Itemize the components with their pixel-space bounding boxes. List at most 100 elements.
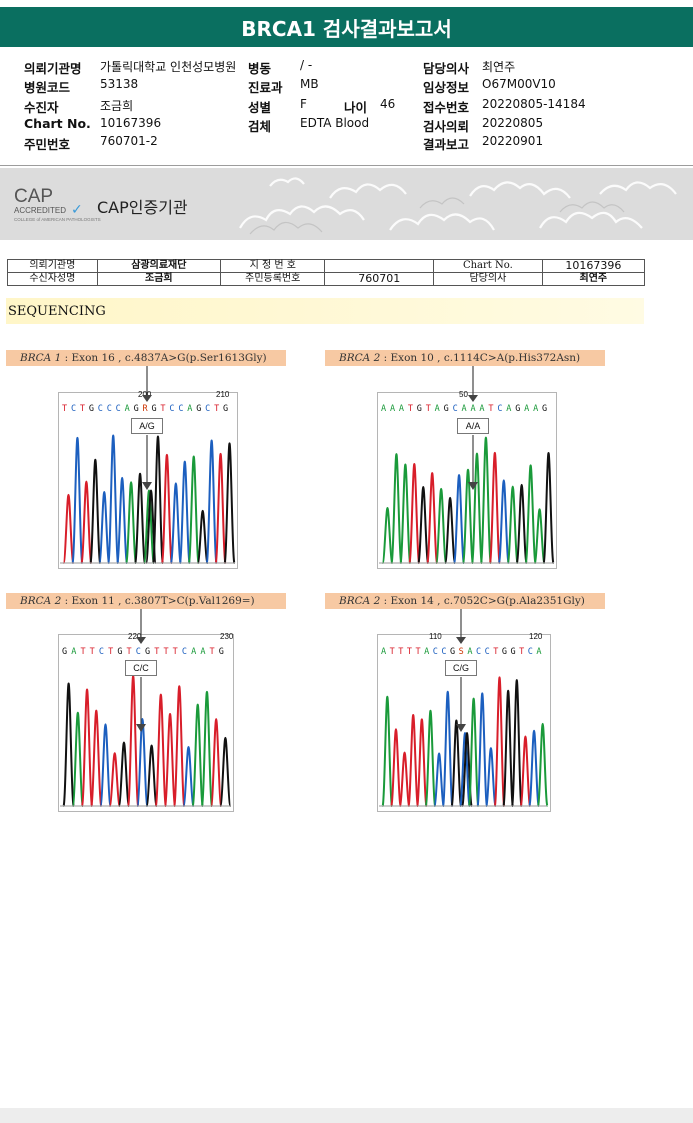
report-date-label: 결과보고	[423, 137, 470, 152]
patient-label: 수진자	[24, 100, 59, 115]
variant-description: : Exon 11 , c.3807T>C(p.Val1269=)	[61, 595, 255, 607]
institution-value: 가톨릭대학교 인천성모병원	[100, 60, 237, 74]
variant-description: : Exon 14 , c.7052C>G(p.Ala2351Gly)	[380, 595, 585, 607]
position-number: 230	[220, 632, 234, 641]
base-letter: G	[151, 404, 157, 414]
base-letter: A	[398, 404, 405, 414]
base-letter: A	[524, 404, 530, 414]
base-letter: C	[497, 404, 503, 414]
variant-label: BRCA 2 : Exon 10 , c.1114C>A(p.His372Asn…	[325, 350, 605, 366]
trace-peak	[143, 489, 155, 564]
trace-peak	[493, 676, 506, 807]
trace-peak	[136, 718, 149, 807]
trace-peak	[214, 452, 227, 564]
trace-peak	[453, 474, 465, 564]
trace-peak	[71, 711, 84, 807]
base-letter: G	[501, 647, 507, 657]
trace-peak	[116, 476, 129, 564]
base-letter: A	[533, 404, 539, 414]
position-number: 120	[529, 632, 543, 641]
base-letter: G	[542, 404, 548, 414]
trace-peak	[205, 439, 218, 564]
trace-peak	[80, 688, 94, 807]
base-letter: A	[461, 404, 467, 414]
base-letter: G	[62, 647, 68, 657]
base-letter: T	[62, 404, 68, 414]
base-letter: G	[133, 404, 139, 414]
trace-peak	[408, 463, 421, 564]
base-letter: T	[154, 647, 160, 657]
trace-peak	[381, 695, 394, 807]
base-letter: T	[406, 647, 413, 657]
base-letter: C	[452, 404, 458, 414]
base-letter: R	[142, 404, 148, 414]
base-letter: C	[115, 404, 121, 414]
trace-peak	[182, 745, 195, 807]
trace-peak	[506, 485, 519, 564]
base-letter: T	[398, 647, 404, 657]
specimen-value: EDTA Blood	[300, 116, 370, 130]
base-letter: C	[98, 647, 104, 657]
base-letter: C	[432, 647, 438, 657]
gene-name: BRCA 2	[339, 595, 381, 607]
variant-label: BRCA 2 : Exon 14 , c.7052C>G(p.Ala2351Gl…	[325, 593, 605, 609]
base-letter: A	[381, 404, 387, 414]
sex-value: F	[300, 97, 307, 111]
base-letter: G	[196, 404, 202, 414]
trace-peak	[441, 690, 454, 807]
trace-peak	[433, 752, 445, 807]
base-letter: G	[218, 647, 224, 657]
base-letter: T	[209, 647, 215, 657]
specimen-label: 검체	[248, 119, 272, 134]
trace-peak	[462, 468, 474, 564]
base-letter: G	[443, 404, 449, 414]
trace-peak	[381, 507, 394, 564]
trace-peak	[467, 697, 480, 807]
designated-value	[324, 259, 435, 273]
trace-peak	[169, 482, 182, 564]
ward-label: 병동	[248, 61, 272, 76]
institution-label: 의뢰기관명	[24, 61, 82, 76]
base-letter: A	[124, 404, 130, 414]
base-letter: G	[515, 404, 521, 414]
base-letter: C	[135, 647, 141, 657]
trace-peak	[210, 718, 223, 807]
trace-peak	[173, 685, 186, 807]
cap-college-text: COLLEGE of AMERICAN PATHOLOGISTS	[14, 217, 101, 222]
base-letter: G	[450, 647, 456, 657]
trace-peak	[515, 483, 528, 564]
base-letter: A	[71, 647, 77, 657]
base-letter: A	[467, 647, 473, 657]
trace-peak	[71, 436, 84, 564]
trace-peak	[542, 451, 555, 564]
trace-peak	[536, 722, 549, 807]
base-letter: T	[89, 647, 95, 657]
trace-peak	[89, 458, 102, 564]
base-letter: G	[223, 404, 229, 414]
clinical-value: O67M00V10	[482, 77, 556, 91]
receipt-label: 접수번호	[423, 100, 470, 115]
trace-peak	[160, 453, 173, 564]
trace-peak	[134, 472, 146, 564]
trace-peak	[90, 709, 103, 807]
variant-description: : Exon 16 , c.4837A>G(p.Ser1613Gly)	[61, 352, 267, 364]
trace-peak	[524, 464, 537, 564]
base-letter: T	[108, 647, 114, 657]
chart-no-value: 10167396	[100, 116, 162, 130]
rrn-value: 760701	[324, 272, 435, 286]
trace-peak	[502, 689, 514, 807]
cap-logo-mark: CAP	[14, 186, 54, 207]
trace-peak	[62, 493, 75, 564]
report-title: BRCA1 검사결과보고서	[0, 7, 693, 47]
chart-no-label: Chart No.	[24, 116, 91, 131]
ward-value: / -	[300, 58, 313, 72]
base-letter: A	[389, 404, 396, 414]
designated-label: 지 정 번 호	[220, 259, 326, 273]
genotype-box: A/A	[457, 418, 489, 434]
hospital-code-value: 53138	[100, 77, 139, 91]
trace-peak	[62, 682, 75, 807]
base-letter: C	[527, 647, 533, 657]
trace-peak	[519, 735, 532, 807]
checkmark-icon: ✓	[71, 202, 83, 218]
base-letter: A	[424, 647, 430, 657]
